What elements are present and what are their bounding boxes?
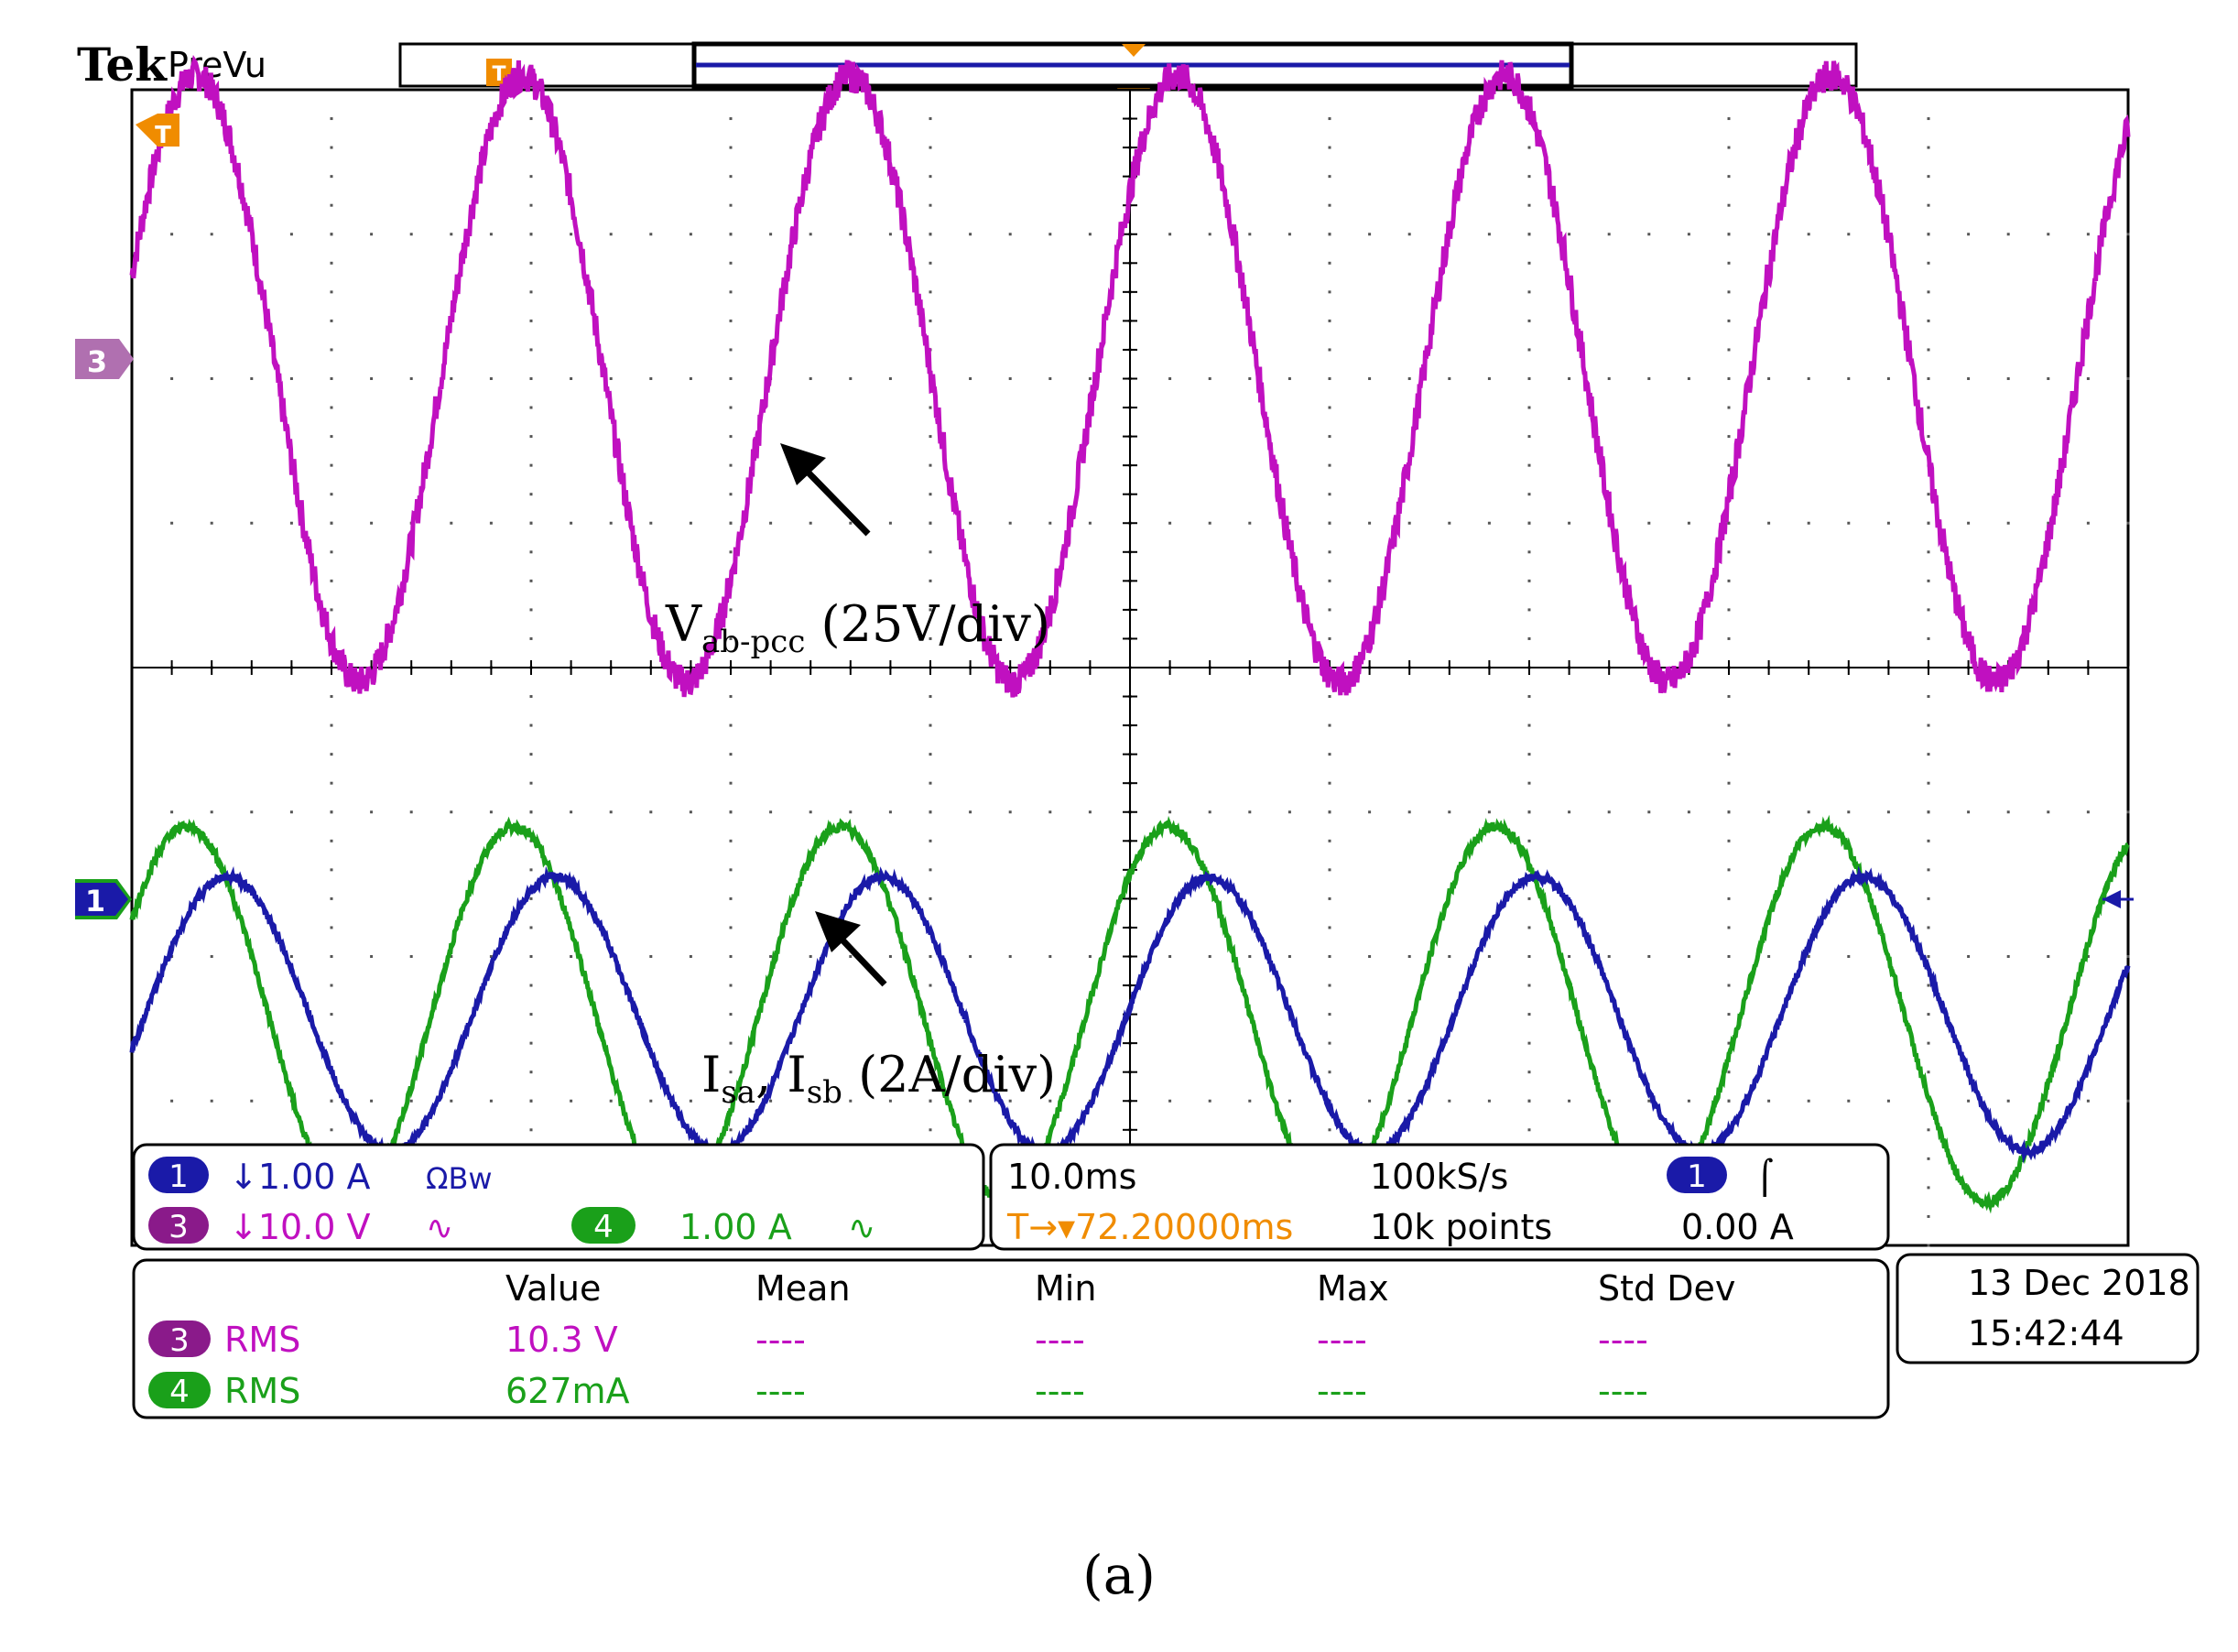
svg-text:1: 1 — [85, 884, 105, 918]
meas-header-mean: Mean — [755, 1268, 851, 1309]
ch3-badge: 3 — [168, 1209, 189, 1245]
ch3-coupling: ∿ — [426, 1210, 453, 1247]
meas-cell: 10.3 V — [505, 1320, 618, 1360]
acquisition-settings-panel: 10.0ms T→▾72.20000ms 100kS/s 10k points … — [989, 1143, 1890, 1251]
ch1-bandwidth: ΩBw — [426, 1161, 493, 1196]
figure-caption: (a) — [1082, 1544, 1156, 1606]
ch4-coupling: ∿ — [848, 1210, 875, 1247]
record-trigger-mark: T — [492, 63, 505, 86]
meas-badge-ch4 — [148, 1372, 211, 1408]
meas-header-max: Max — [1317, 1268, 1389, 1309]
trigger-level: 0.00 A — [1681, 1207, 1794, 1247]
measurement-panel: Value Mean Min Max Std Dev 3 RMS 10.3 V ---- ----… — [132, 1258, 1890, 1419]
meas-cell: 627mA — [505, 1371, 630, 1411]
meas-badge-ch3 — [148, 1321, 211, 1357]
meas-badge-label: 3 — [169, 1322, 190, 1359]
datetime-box: 13 Dec 2018 15:42:44 — [1896, 1253, 2200, 1364]
timebase: 10.0ms — [1007, 1157, 1136, 1197]
record-length: 10k points — [1370, 1207, 1552, 1247]
meas-cell: ---- — [1598, 1320, 1648, 1360]
trigger-level-right-marker — [2102, 890, 2134, 908]
waveform-ch1 — [129, 865, 2131, 1164]
meas-badge-label: 4 — [169, 1374, 190, 1410]
meas-cell: ---- — [1598, 1371, 1648, 1411]
voltage-annotation: Vab-pcc (25V/div) — [665, 595, 1050, 660]
ch4-badge: 4 — [593, 1209, 614, 1245]
trigger-slope: ⌠ — [1756, 1157, 1774, 1198]
current-annotation: Isa, Isb (2A/div) — [701, 1046, 1056, 1111]
trigger-position: T→▾72.20000ms — [1006, 1207, 1293, 1247]
meas-cell: ---- — [755, 1371, 806, 1411]
ch1-scale: ↓1.00 A — [229, 1157, 371, 1197]
meas-header-value: Value — [505, 1268, 601, 1309]
meas-cell: ---- — [1035, 1371, 1085, 1411]
channel-settings-panel: 1 ↓1.00 A ΩBw 3 ↓10.0 V ∿ 4 1.00 A ∿ — [132, 1143, 985, 1251]
meas-header-min: Min — [1035, 1268, 1096, 1309]
waveform-ch4 — [129, 814, 2130, 1214]
ch3-scale: ↓10.0 V — [229, 1207, 371, 1247]
voltage-arrow — [780, 443, 871, 537]
meas-cell: ---- — [1317, 1371, 1367, 1411]
channel-1-marker: 1 — [75, 879, 132, 919]
date: 13 Dec 2018 — [1968, 1263, 2190, 1303]
meas-cell: ---- — [1317, 1320, 1367, 1360]
trigger-source: 1 — [1687, 1158, 1707, 1195]
record-bar: T — [398, 41, 1858, 89]
meas-cell: ---- — [1035, 1320, 1085, 1360]
ch1-badge: 1 — [168, 1158, 189, 1195]
brand-label: Tek — [77, 38, 168, 92]
meas-type: RMS — [224, 1320, 300, 1360]
time: 15:42:44 — [1968, 1313, 2124, 1353]
meas-type: RMS — [224, 1371, 300, 1411]
svg-text:3: 3 — [87, 344, 107, 379]
current-arrow — [815, 911, 887, 987]
waveform-ch3 — [129, 54, 2131, 698]
ch4-scale: 1.00 A — [679, 1207, 792, 1247]
meas-header-std-dev: Std Dev — [1598, 1268, 1735, 1309]
svg-text:T: T — [155, 122, 171, 149]
channel-3-marker: 3 — [75, 339, 134, 379]
trigger-level-marker: T — [136, 114, 179, 149]
graticule — [130, 88, 2130, 1247]
sample-rate: 100kS/s — [1370, 1157, 1508, 1197]
meas-cell: ---- — [755, 1320, 806, 1360]
waveforms — [129, 54, 2131, 1214]
